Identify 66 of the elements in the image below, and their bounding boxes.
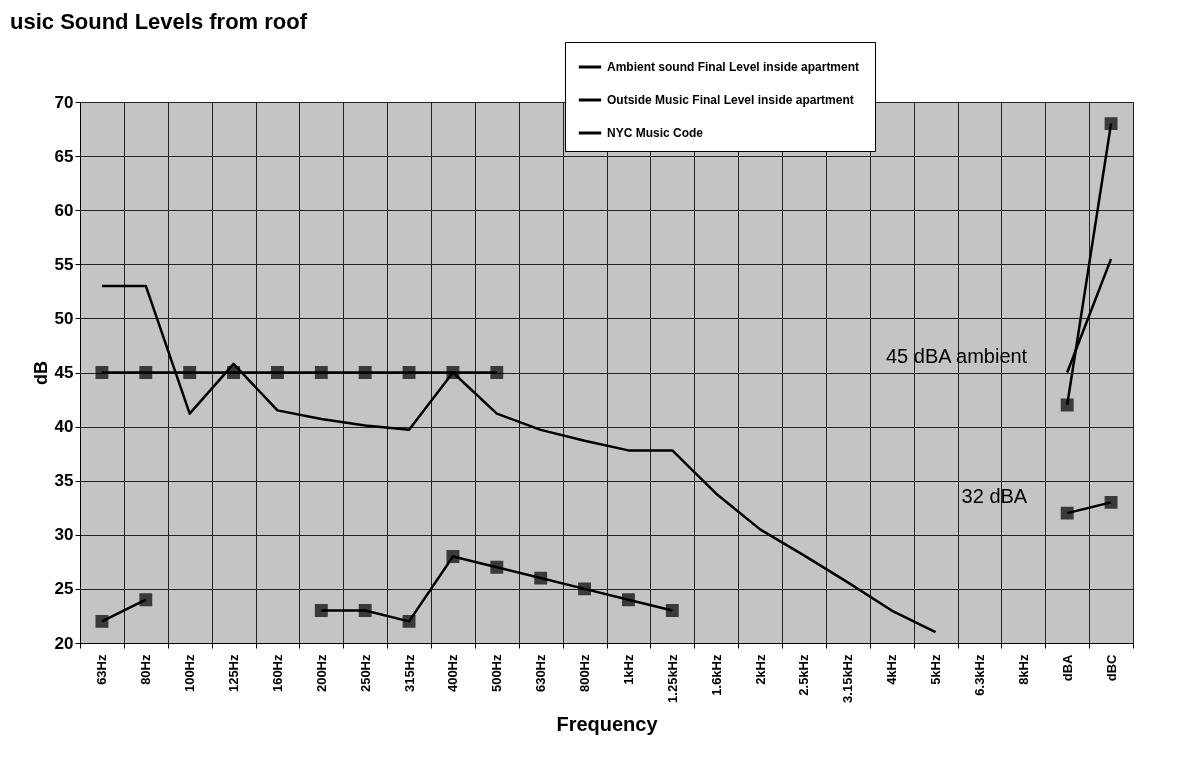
point: [490, 560, 504, 574]
chart-title: usic Sound Levels from roof: [10, 8, 308, 34]
point: [227, 366, 241, 379]
x-tick-label: 4kHz: [884, 654, 900, 685]
x-tick-label: 2.5kHz: [796, 654, 812, 696]
y-tick-label: 40: [54, 417, 74, 437]
x-tick-label: 8kHz: [1015, 654, 1031, 685]
y-tick-label: 25: [54, 579, 74, 599]
point: [446, 549, 460, 563]
point: [446, 366, 460, 379]
y-tick-label: 55: [54, 254, 74, 274]
x-tick-label: 250Hz: [357, 654, 373, 693]
x-tick-label: dBA: [1059, 653, 1075, 682]
point: [490, 366, 504, 379]
point: [578, 582, 592, 596]
y-axis-title: dB: [30, 361, 51, 385]
x-tick-label: 125Hz: [226, 654, 242, 693]
point: [402, 614, 416, 628]
point: [402, 366, 416, 379]
x-tick-label: 160Hz: [269, 654, 285, 693]
x-tick-label: dBC: [1103, 653, 1119, 682]
y-tick-label: 65: [54, 146, 74, 166]
point: [95, 366, 109, 379]
x-tick-label: 100Hz: [182, 654, 198, 693]
x-tick-label: 800Hz: [577, 654, 593, 693]
point: [1060, 506, 1074, 520]
y-tick-label: 35: [54, 471, 74, 491]
x-tick-label: 3.15kHz: [840, 654, 856, 703]
y-tick-label: 30: [54, 525, 74, 545]
x-tick-label: 5kHz: [928, 654, 944, 685]
x-tick-label: 80Hz: [138, 654, 154, 685]
point: [270, 366, 284, 379]
point: [139, 366, 153, 379]
x-axis-title: Frequency: [556, 712, 659, 735]
x-tick-label: 315Hz: [401, 654, 417, 693]
x-tick-label: 2kHz: [752, 654, 768, 685]
point: [358, 366, 372, 379]
y-tick-label: 70: [54, 92, 74, 112]
point: [314, 604, 328, 617]
point: [621, 593, 635, 607]
y-tick-label: 45: [54, 363, 74, 382]
point: [1060, 398, 1074, 412]
point: [358, 604, 372, 617]
y-tick-label: 60: [54, 200, 74, 220]
x-tick-label: 630Hz: [533, 654, 549, 693]
x-tick-label: 1.6kHz: [708, 654, 724, 696]
point: [95, 614, 109, 628]
x-tick-label: 1.25kHz: [664, 654, 680, 703]
point: [1104, 117, 1118, 131]
point: [534, 571, 548, 585]
x-tick-label: 400Hz: [445, 654, 461, 693]
legend-label: Ambient sound Final Level inside apartment: [607, 60, 860, 74]
x-tick-label: 1kHz: [620, 654, 636, 685]
legend-label: Outside Music Final Level inside apartment: [607, 93, 854, 107]
x-tick-label: 6.3kHz: [971, 654, 987, 696]
point: [665, 604, 679, 617]
x-tick-label: 200Hz: [313, 654, 329, 693]
point: [139, 593, 153, 607]
y-tick-label: 50: [54, 308, 74, 328]
x-tick-label: 500Hz: [489, 654, 505, 693]
legend-label: NYC Music Code: [607, 126, 704, 140]
point: [314, 366, 328, 379]
point: [183, 366, 197, 379]
point: [1104, 495, 1118, 509]
x-tick-label: 63Hz: [94, 654, 110, 685]
y-tick-label: 20: [54, 633, 74, 653]
